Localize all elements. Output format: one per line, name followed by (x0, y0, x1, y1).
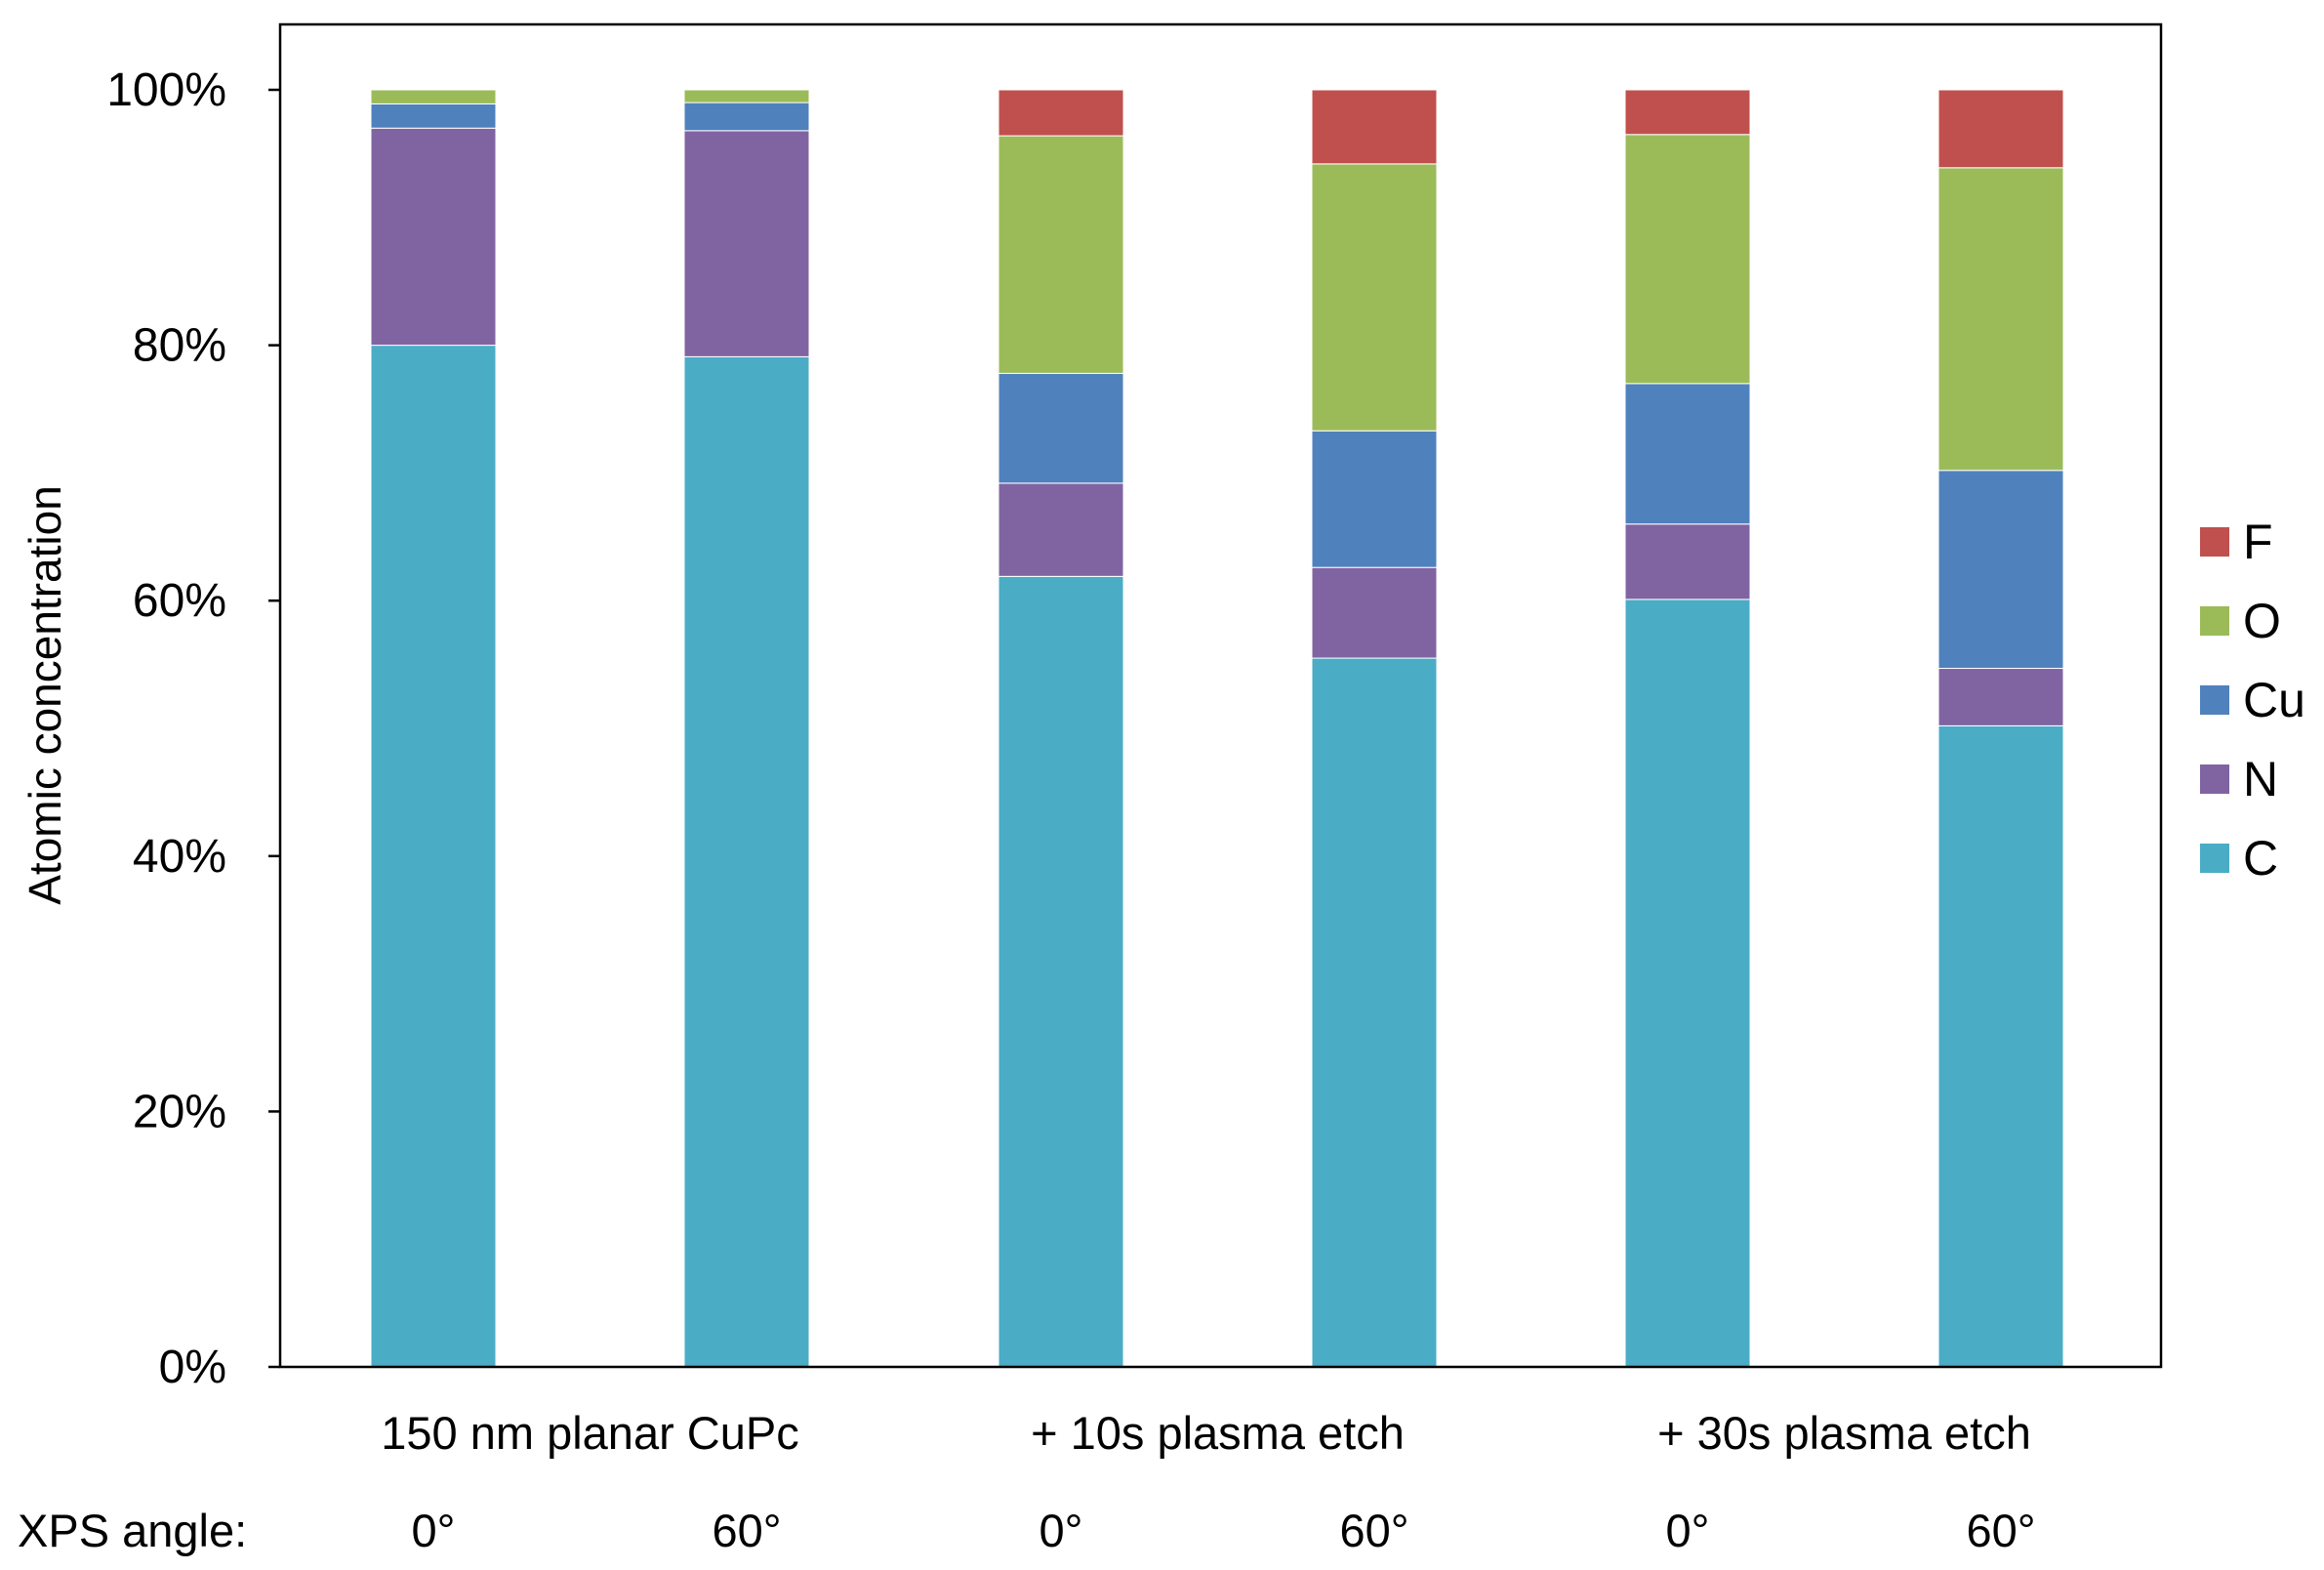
legend-swatch-cu (2200, 685, 2229, 715)
legend-label-cu: Cu (2243, 673, 2305, 727)
bar-segment-o-3 (998, 135, 1124, 374)
bar-segment-c-1 (370, 345, 497, 1368)
bars-layer (370, 89, 2064, 1368)
xps-angle-row-label: XPS angle: (18, 1505, 247, 1556)
y-axis: 0% 20% 40% 60% 80% 100% (106, 64, 280, 1393)
bar-segment-n-3 (998, 482, 1124, 577)
bar-segment-cu-4 (1311, 430, 1438, 568)
bar-segment-c-2 (683, 355, 810, 1368)
legend-swatch-c (2200, 844, 2229, 873)
y-axis-title: Atomic concentration (20, 485, 70, 905)
legend-swatch-f (2200, 527, 2229, 557)
bar-segment-o-5 (1624, 134, 1751, 385)
bar-segment-c-4 (1311, 657, 1438, 1368)
bar-segment-f-6 (1937, 89, 2064, 169)
bar-segment-c-5 (1624, 599, 1751, 1368)
bar-segment-cu-5 (1624, 383, 1751, 525)
bar-segment-c-3 (998, 575, 1124, 1368)
legend: FO Cu NC (2200, 515, 2305, 886)
y-tick-label: 80% (133, 320, 226, 372)
bar-segment-c-6 (1937, 724, 2064, 1368)
bar-segment-o-4 (1311, 163, 1438, 432)
y-tick-label: 20% (133, 1086, 226, 1137)
x-tick-label: 60° (712, 1505, 781, 1556)
bar-segment-n-1 (370, 127, 497, 347)
y-tick-label: 100% (106, 64, 226, 116)
plot-area-frame (278, 22, 2163, 1369)
x-group-label: 150 nm planar CuPc (381, 1407, 798, 1459)
bar-segment-cu-6 (1937, 470, 2064, 670)
x-axis: 150 nm planar CuPc + 10s plasma etch + 30s… (18, 1407, 2036, 1556)
x-group-label: + 30s plasma etch (1657, 1407, 2031, 1459)
bar-segment-f-4 (1311, 89, 1438, 165)
x-tick-label: 0° (1040, 1505, 1083, 1556)
bar-segment-n-6 (1937, 668, 2064, 726)
bar-segment-f-3 (998, 89, 1124, 137)
bar-segment-f-5 (1624, 89, 1751, 136)
x-tick-label: 60° (1966, 1505, 2035, 1556)
y-tick-label: 0% (159, 1342, 226, 1393)
bar-segment-o-1 (370, 89, 497, 104)
legend-label-n: N (2243, 752, 2278, 806)
bar-segment-n-2 (683, 130, 810, 357)
legend-label-o: O (2243, 594, 2281, 648)
bar-segment-n-5 (1624, 523, 1751, 600)
legend-label-f: F (2243, 515, 2273, 569)
legend-swatch-o (2200, 606, 2229, 636)
y-tick-label: 40% (133, 831, 226, 883)
x-tick-label: 60° (1339, 1505, 1408, 1556)
legend-label-c: C (2243, 831, 2278, 886)
bar-segment-cu-1 (370, 103, 497, 129)
bar-segment-o-6 (1937, 167, 2064, 472)
bar-segment-o-2 (683, 89, 810, 103)
bar-segment-cu-3 (998, 372, 1124, 484)
legend-swatch-n (2200, 764, 2229, 794)
x-tick-label: 0° (412, 1505, 456, 1556)
y-tick-label: 60% (133, 575, 226, 627)
bar-segment-n-4 (1311, 566, 1438, 659)
x-group-label: + 10s plasma etch (1031, 1407, 1405, 1459)
x-tick-label: 0° (1666, 1505, 1710, 1556)
bar-segment-cu-2 (683, 102, 810, 132)
